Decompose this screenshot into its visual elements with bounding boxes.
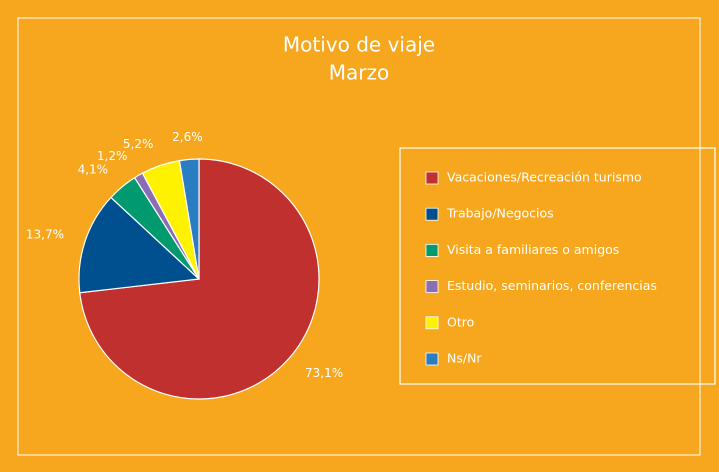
legend-swatch bbox=[425, 316, 439, 330]
data-label: 2,6% bbox=[172, 130, 203, 144]
chart-subtitle: Marzo bbox=[329, 61, 389, 85]
pie-slice bbox=[178, 158, 200, 280]
legend-swatch bbox=[425, 171, 439, 185]
data-label: 1,2% bbox=[97, 149, 128, 163]
legend-label: Otro bbox=[447, 314, 474, 329]
legend-label: Trabajo/Negocios bbox=[446, 206, 554, 221]
legend-swatch bbox=[425, 352, 439, 366]
legend-box bbox=[399, 147, 716, 385]
frame bbox=[17, 17, 701, 456]
data-label: 5,2% bbox=[123, 137, 154, 151]
data-label: 73,1% bbox=[305, 366, 343, 380]
data-label: 13,7% bbox=[26, 227, 64, 241]
chart-title: Motivo de viaje bbox=[283, 33, 435, 57]
legend-label: Visita a familiares o amigos bbox=[447, 242, 619, 257]
legend-swatch bbox=[425, 243, 439, 257]
legend-label: Ns/Nr bbox=[447, 351, 482, 366]
legend-swatch bbox=[425, 207, 439, 221]
pie-slice bbox=[78, 196, 201, 294]
legend-swatch bbox=[425, 280, 439, 294]
data-label: 4,1% bbox=[78, 162, 109, 176]
legend-label: Estudio, seminarios, conferencias bbox=[447, 278, 657, 293]
legend-label: Vacaciones/Recreación turismo bbox=[447, 170, 642, 185]
